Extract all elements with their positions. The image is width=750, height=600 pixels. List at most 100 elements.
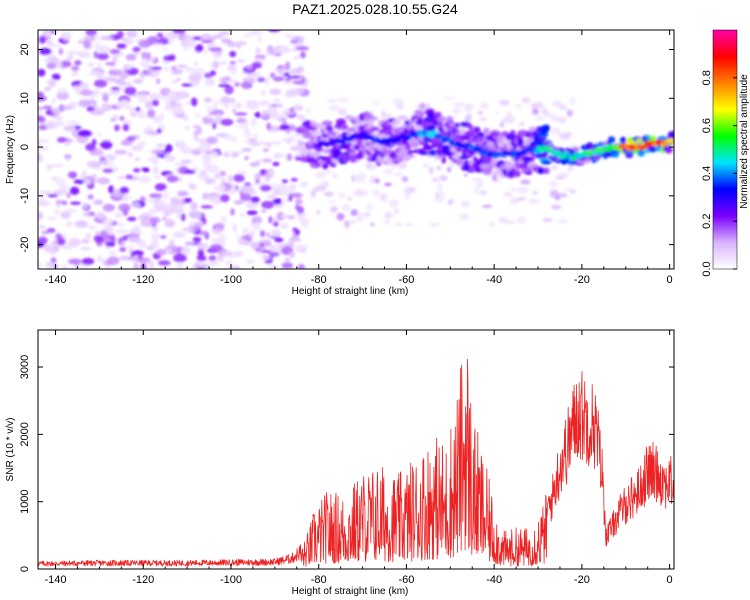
noise-blob xyxy=(192,67,206,75)
noise-blob xyxy=(241,81,253,90)
noise-blob xyxy=(87,70,102,76)
noise-blob xyxy=(206,115,213,119)
noise-blob xyxy=(163,55,175,62)
noise-blob xyxy=(383,168,394,175)
colorbar-label: Normalized spectral amplitude xyxy=(739,74,750,209)
noise-blob xyxy=(96,177,111,185)
ridge-spread xyxy=(406,149,414,155)
noise-blob xyxy=(243,33,252,38)
noise-blob xyxy=(147,198,161,202)
noise-blob xyxy=(177,141,187,148)
noise-blob xyxy=(569,97,576,105)
noise-blob xyxy=(99,35,114,41)
noise-blob xyxy=(361,212,367,217)
noise-blob xyxy=(261,255,271,261)
noise-blob xyxy=(149,216,161,224)
noise-blob xyxy=(81,238,90,244)
noise-blob xyxy=(196,125,203,135)
noise-blob xyxy=(118,203,131,213)
spectrogram-xtick-label: -80 xyxy=(311,274,327,286)
noise-blob xyxy=(337,107,347,116)
spectrogram-ytick-label: 10 xyxy=(19,92,31,104)
noise-blob xyxy=(261,249,273,253)
noise-blob xyxy=(171,80,178,84)
noise-blob xyxy=(232,223,238,232)
noise-blob xyxy=(244,156,249,161)
snr-xtick-label: -60 xyxy=(398,574,414,586)
noise-blob xyxy=(95,211,106,220)
noise-blob xyxy=(159,37,169,42)
noise-blob xyxy=(131,202,141,208)
noise-blob xyxy=(152,99,159,107)
noise-blob xyxy=(419,102,426,110)
noise-blob xyxy=(243,120,249,126)
noise-blob xyxy=(116,222,126,227)
spectrogram-xlabel: Height of straight line (km) xyxy=(292,286,409,297)
noise-blob xyxy=(123,64,133,70)
noise-blob xyxy=(300,51,306,59)
noise-blob xyxy=(70,201,82,205)
noise-blob xyxy=(133,262,139,269)
noise-blob xyxy=(463,173,469,177)
noise-blob xyxy=(214,222,226,229)
noise-blob xyxy=(401,176,409,182)
ridge-spread xyxy=(468,136,474,141)
noise-blob xyxy=(146,52,151,61)
noise-blob xyxy=(272,229,280,237)
noise-blob xyxy=(125,245,136,250)
noise-blob xyxy=(172,231,186,238)
noise-blob xyxy=(192,236,202,243)
noise-blob xyxy=(171,106,185,116)
noise-blob xyxy=(268,113,281,120)
noise-blob xyxy=(443,96,456,101)
noise-blob xyxy=(369,179,375,184)
noise-blob xyxy=(150,232,160,242)
noise-blob xyxy=(139,72,147,77)
noise-blob xyxy=(251,61,263,69)
noise-blob xyxy=(251,118,257,127)
noise-blob xyxy=(190,97,198,107)
noise-blob xyxy=(381,113,393,118)
noise-blob xyxy=(395,222,403,227)
ridge-spread xyxy=(572,146,580,152)
noise-blob xyxy=(124,86,137,95)
noise-blob xyxy=(272,76,285,82)
noise-blob xyxy=(64,208,78,213)
noise-blob xyxy=(38,111,43,117)
ridge-spread xyxy=(330,130,337,137)
noise-blob xyxy=(104,76,118,83)
noise-blob xyxy=(165,98,171,106)
noise-blob xyxy=(160,96,167,101)
noise-blob xyxy=(93,199,104,205)
spectrogram-field xyxy=(38,30,674,269)
noise-blob xyxy=(57,237,66,246)
snr-ytick-label: 2000 xyxy=(19,422,31,446)
ridge-spread xyxy=(418,151,430,156)
noise-blob xyxy=(226,79,239,84)
noise-blob xyxy=(114,124,120,132)
noise-blob xyxy=(58,47,63,55)
noise-blob xyxy=(176,77,181,82)
noise-blob xyxy=(59,185,70,192)
noise-blob xyxy=(511,186,517,193)
noise-blob xyxy=(248,141,261,147)
noise-blob xyxy=(384,182,392,187)
noise-blob xyxy=(257,36,263,43)
noise-blob xyxy=(197,249,205,257)
noise-blob xyxy=(479,102,490,110)
noise-blob xyxy=(253,133,259,140)
noise-blob xyxy=(212,200,219,205)
noise-blob xyxy=(150,240,159,249)
noise-blob xyxy=(202,158,212,166)
noise-blob xyxy=(56,91,70,101)
noise-blob xyxy=(54,115,64,121)
noise-blob xyxy=(550,204,562,210)
noise-blob xyxy=(152,43,164,47)
ridge-spread xyxy=(341,124,349,130)
noise-blob xyxy=(111,55,118,65)
noise-blob xyxy=(258,101,271,107)
noise-blob xyxy=(498,216,509,224)
ridge-spread xyxy=(349,154,357,163)
noise-blob xyxy=(121,38,128,42)
noise-blob xyxy=(110,87,121,91)
